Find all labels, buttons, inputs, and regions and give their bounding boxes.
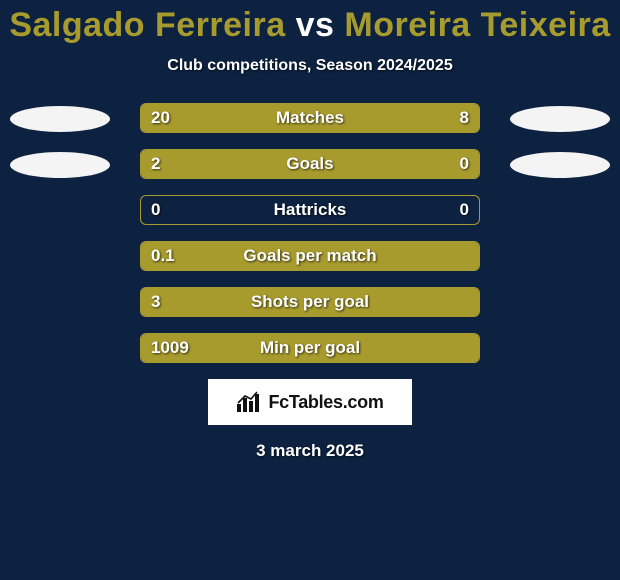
- stat-row: Hattricks0 0: [0, 195, 620, 227]
- player2-ellipse: [510, 152, 610, 178]
- stat-row: Shots per goal3: [0, 287, 620, 319]
- vs-text: vs: [296, 6, 335, 44]
- stat-track: Min per goal1009: [140, 333, 480, 363]
- stat-track: Goals per match0.1: [140, 241, 480, 271]
- subtitle: Club competitions, Season 2024/2025: [0, 57, 620, 75]
- player1-ellipse: [10, 152, 110, 178]
- stat-label: Hattricks: [141, 196, 479, 224]
- stat-row: Goals20: [0, 149, 620, 181]
- stat-row: Matches208: [0, 103, 620, 135]
- stat-track: Hattricks0 0: [140, 195, 480, 225]
- player2-name: Moreira Teixeira: [344, 6, 610, 44]
- player1-name: Salgado Ferreira: [9, 6, 285, 44]
- player2-ellipse: [510, 106, 610, 132]
- stat-fill-right: [411, 150, 479, 178]
- footer-date: 3 march 2025: [0, 441, 620, 461]
- stat-fill-left: [141, 150, 411, 178]
- stat-row: Goals per match0.1: [0, 241, 620, 273]
- fctables-logo: FcTables.com: [208, 379, 412, 425]
- player1-ellipse: [10, 106, 110, 132]
- comparison-bars: Matches208 Goals20 Hattricks0 0 Goals per ma…: [0, 103, 620, 365]
- stat-track: Goals20: [140, 149, 480, 179]
- fctables-chart-icon: [236, 390, 262, 414]
- stat-row: Min per goal1009: [0, 333, 620, 365]
- stat-fill-left: [141, 104, 381, 132]
- fctables-logo-text: FcTables.com: [268, 392, 383, 413]
- stat-track: Matches208: [140, 103, 480, 133]
- page-title: Salgado Ferreira vs Moreira Teixeira: [0, 0, 620, 45]
- stat-value-left: 0: [151, 196, 160, 224]
- stat-fill-left: [141, 242, 479, 270]
- stat-fill-right: [381, 104, 479, 132]
- stat-fill-left: [141, 288, 479, 316]
- stat-track: Shots per goal3: [140, 287, 480, 317]
- stat-fill-left: [141, 334, 479, 362]
- stat-value-right: 0: [460, 196, 469, 224]
